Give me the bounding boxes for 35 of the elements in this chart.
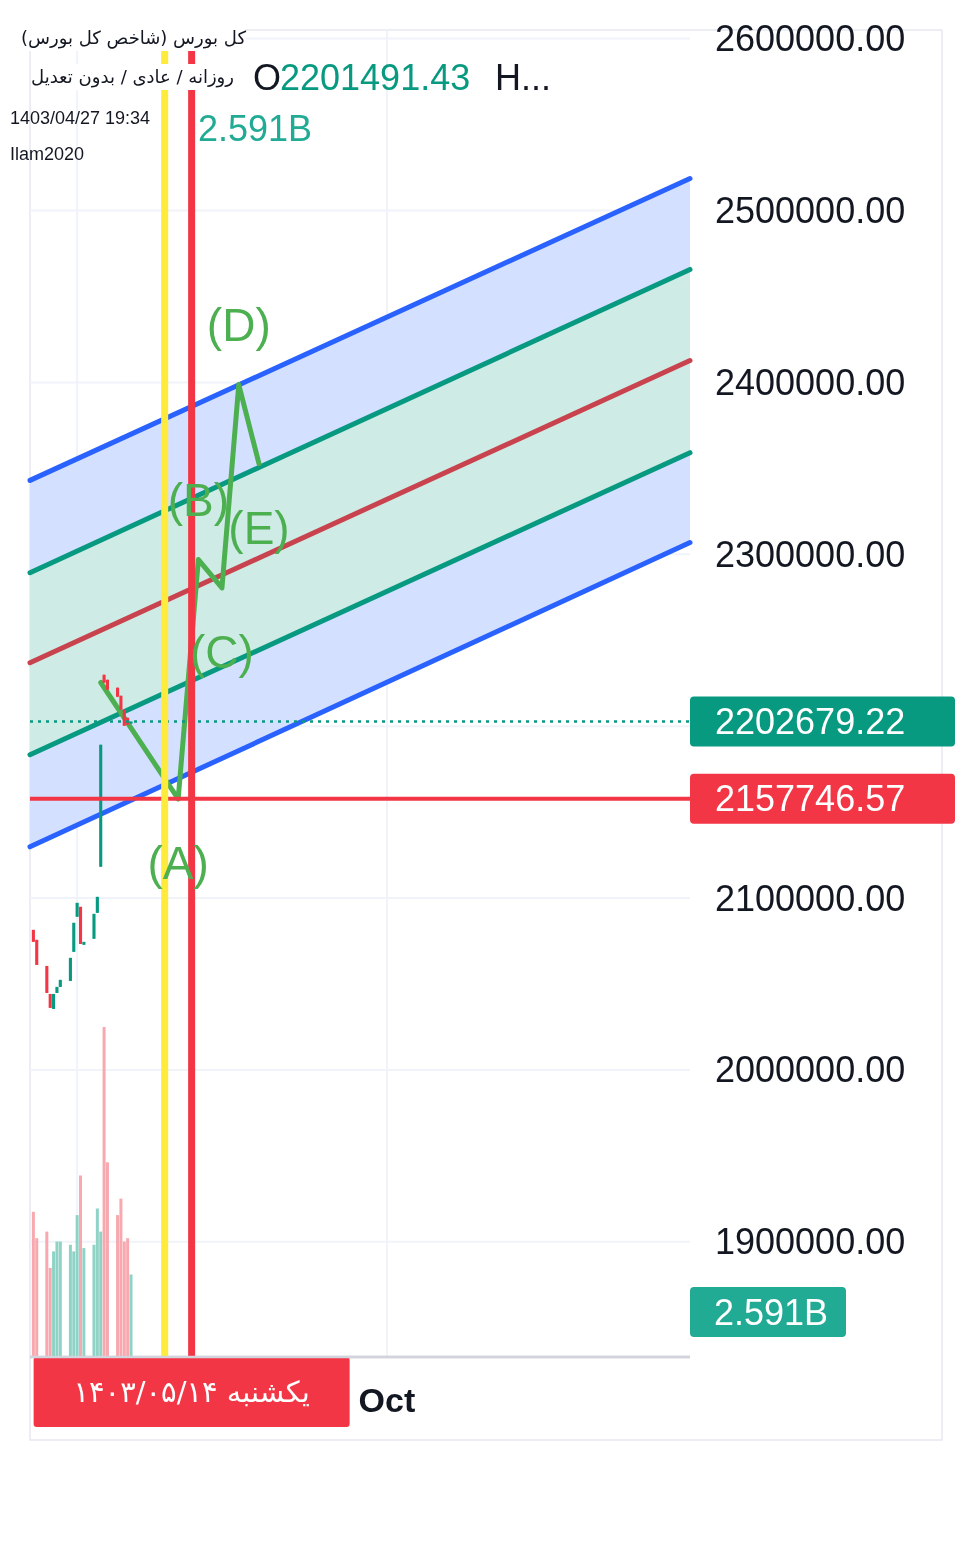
y-tick-label: 2000000.00 (715, 1049, 906, 1091)
bar (75, 1215, 79, 1357)
y-tick-label: 2600000.00 (715, 18, 906, 60)
annotation: 2.591B (198, 107, 313, 149)
bar (55, 1241, 59, 1357)
y-tick-label: 1900000.00 (715, 1221, 906, 1263)
annotation: 1403/04/27 19:34 (10, 108, 151, 128)
y-tick-label: 2400000.00 (715, 361, 906, 403)
annotation: Ilam2020 (10, 144, 85, 164)
bar (102, 1027, 106, 1357)
bar (31, 1211, 35, 1357)
text: روزانه / عادی / بدون تعدیل (31, 64, 234, 90)
annotation: O (253, 56, 282, 98)
annotation: 2201491.43 (280, 56, 471, 98)
bar (126, 1238, 130, 1357)
bar (119, 1198, 123, 1357)
text: 2.591B (714, 1291, 829, 1333)
y-tick-label: 2100000.00 (715, 877, 906, 919)
chart-title: کل بورس (شاخص کل بورس) (20, 25, 246, 51)
annotation: (E) (228, 501, 290, 554)
bar (79, 1175, 83, 1357)
y-tick-label: 2300000.00 (715, 533, 906, 575)
bar (68, 1244, 72, 1357)
ref-line-label: 2202679.22 (715, 701, 906, 743)
bar (45, 1231, 49, 1357)
bar (82, 1248, 86, 1357)
annotation: H... (495, 56, 552, 98)
annotation: (D) (206, 298, 271, 351)
y-tick-label: 2500000.00 (715, 189, 906, 231)
x-tick-label: یکشنبه ۱۴۰۳/۰۵/۱۴ (33, 1357, 350, 1427)
bar (58, 1241, 62, 1357)
bar (129, 1274, 133, 1357)
ref-line-label: 2157746.57 (715, 778, 906, 820)
x-tick-label: Oct (358, 1381, 416, 1419)
bar (95, 1208, 99, 1357)
